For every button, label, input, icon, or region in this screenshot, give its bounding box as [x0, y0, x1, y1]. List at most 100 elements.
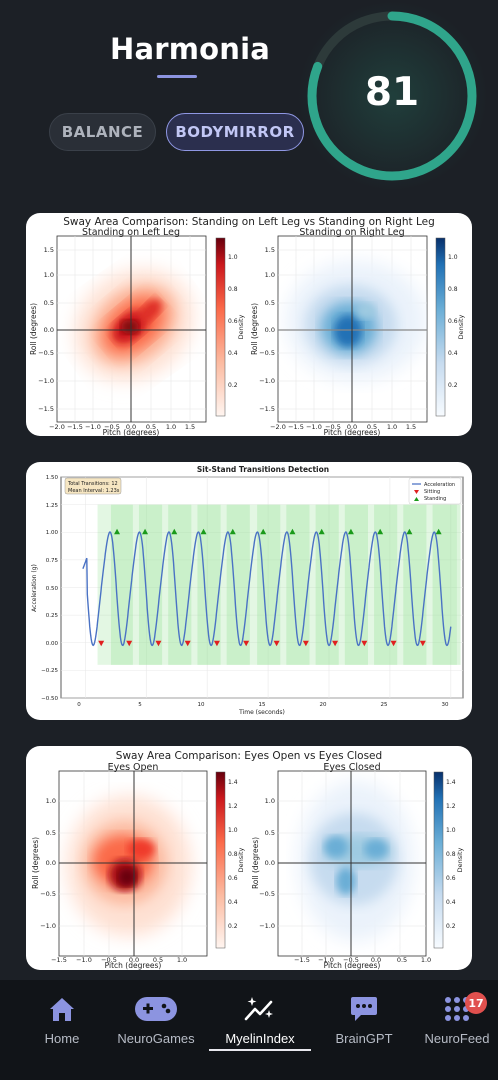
- standing-marker: [200, 528, 207, 535]
- tick-label: 0.0: [129, 956, 139, 964]
- nav-item-braingpt[interactable]: BrainGPT: [322, 980, 406, 1080]
- sitting-marker: [361, 640, 368, 647]
- x-axis-label: Pitch (degrees): [324, 961, 381, 970]
- standing-marker: [142, 528, 149, 535]
- chat-icon: [349, 994, 379, 1024]
- tick-label: 10: [198, 702, 205, 708]
- standing-marker: [377, 528, 384, 535]
- nav-item-home[interactable]: Home: [22, 980, 102, 1080]
- score-glow: [290, 0, 496, 200]
- x-tick-labels-left: −2.0 −1.5 −1.0 −0.5 0.0 0.5 1.0 1.5: [49, 423, 195, 431]
- nav-item-myelinindex[interactable]: MyelinIndex: [212, 980, 308, 1080]
- standing-spans: [97, 504, 461, 665]
- y-axis-label: Roll (degrees): [29, 303, 38, 355]
- x-tick-labels-right: −2.0 −1.5 −1.0 −0.5 0.0 0.5 1.0 1.5: [270, 423, 416, 431]
- tick-label: −1.0: [40, 922, 56, 930]
- x-tick-labels-right: −1.5 −1.0 −0.5 0.0 0.5 1.0: [294, 956, 431, 964]
- sitting-marker: [332, 640, 339, 647]
- tick-label: 1.0: [265, 797, 275, 805]
- standing-marker: [260, 528, 267, 535]
- tick-label: 1.0: [387, 423, 397, 431]
- tick-label: −1.0: [318, 956, 334, 964]
- tick-label: 0.8: [228, 851, 238, 858]
- tick-label: 0.8: [228, 286, 238, 293]
- standing-marker: [406, 528, 413, 535]
- colorbar-label: Density: [457, 314, 465, 339]
- nav-item-neurogames[interactable]: NeuroGames: [110, 980, 202, 1080]
- notification-badge: 17: [465, 992, 487, 1014]
- tick-label: −1.0: [259, 377, 275, 385]
- tick-label: −1.0: [85, 423, 101, 431]
- sitting-marker: [126, 640, 133, 647]
- tick-label: −1.5: [259, 405, 275, 413]
- tick-label: 1.0: [177, 956, 187, 964]
- density-left-leg: [57, 236, 206, 422]
- standing-marker: [347, 528, 354, 535]
- legend-box: [408, 477, 462, 505]
- nav-label: Home: [44, 1031, 80, 1046]
- tab-balance[interactable]: BALANCE: [49, 113, 156, 151]
- y-axis-label: Roll (degrees): [31, 837, 40, 889]
- tick-label: 0.5: [397, 956, 407, 964]
- y-axis-label: Roll (degrees): [251, 837, 260, 889]
- tick-label: 1.00: [46, 530, 59, 536]
- tick-label: −1.0: [76, 956, 92, 964]
- tick-label: 1.0: [228, 827, 238, 834]
- tick-label: −1.0: [306, 423, 322, 431]
- legend-label: Standing: [424, 496, 446, 502]
- tick-label: 1.0: [446, 827, 456, 834]
- summary-annotation: Total Transitions: 12 Mean Interval: 1.2…: [64, 477, 122, 495]
- x-tick-labels-left: −1.5 −1.0 −0.5 0.0 0.5 1.0: [51, 956, 187, 964]
- panel-title: Standing on Right Leg: [299, 227, 404, 238]
- legend-label: Sitting: [424, 489, 440, 495]
- tick-label: 0.75: [46, 558, 59, 564]
- standing-marker: [229, 528, 236, 535]
- sit-stand-chart: Sit-Stand Transitions Detection 1.50 1.2…: [31, 465, 464, 716]
- title-underline: [157, 75, 197, 78]
- chart-card-eyes-sway: Sway Area Comparison: Eyes Open vs Eyes …: [26, 746, 472, 970]
- y-axis-label: Roll (degrees): [250, 303, 259, 355]
- nav-item-neurofeed[interactable]: NeuroFeed: [416, 980, 498, 1080]
- x-axis-label: Pitch (degrees): [324, 428, 381, 436]
- transition-markers: [98, 528, 442, 647]
- tick-label: 0.00: [46, 641, 59, 647]
- tab-bodymirror[interactable]: BODYMIRROR: [166, 113, 304, 151]
- tick-label: −0.5: [325, 423, 341, 431]
- tick-label: 0.0: [265, 859, 275, 867]
- tick-label: 0.6: [446, 875, 456, 882]
- tick-label: 0.0: [44, 326, 54, 334]
- colorbar-ticks: 1.0 0.8 0.6 0.4 0.2: [228, 254, 238, 389]
- tick-label: 0.2: [228, 382, 238, 389]
- tick-label: −2.0: [270, 423, 286, 431]
- density-eyes-open: [59, 771, 207, 956]
- colorbar-ticks: 1.0 0.8 0.6 0.4 0.2: [448, 254, 458, 389]
- tick-label: −1.0: [38, 377, 54, 385]
- chart-card-sit-stand: Sit-Stand Transitions Detection 1.50 1.2…: [26, 462, 472, 720]
- tick-label: 0.2: [228, 923, 238, 930]
- tick-label: 1.5: [406, 423, 416, 431]
- tick-label: 0.2: [446, 923, 456, 930]
- tick-label: 1.0: [46, 797, 56, 805]
- colorbar-reds: [215, 771, 226, 949]
- score-value: 81: [364, 70, 420, 115]
- y-tick-labels-left: 1.5 1.0 0.5 0.0 −0.5 −1.0 −1.5: [38, 246, 54, 413]
- sitting-marker: [390, 640, 397, 647]
- tick-label: 0.6: [228, 875, 238, 882]
- standing-marker: [114, 528, 121, 535]
- y-tick-labels-right: 1.5 1.0 0.5 0.0 −0.5 −1.0 −1.5: [259, 246, 275, 413]
- y-tick-labels-right: 1.0 0.5 0.0 −0.5 −1.0: [259, 797, 275, 930]
- score-ring: [307, 11, 477, 181]
- tick-label: 1.0: [448, 254, 458, 261]
- y-tick-labels: 1.50 1.25 1.00 0.75 0.50 0.25 0.00 −0.25…: [41, 475, 58, 702]
- tick-label: 0.5: [265, 829, 275, 837]
- legend-sitting-marker: [414, 490, 419, 494]
- x-tick-labels: 0 5 10 15 20 25 30: [77, 702, 449, 708]
- tick-label: 0.0: [46, 859, 56, 867]
- tick-label: 0.5: [146, 423, 156, 431]
- tick-label: 0.4: [228, 899, 238, 906]
- x-axis-label: Pitch (degrees): [105, 961, 162, 970]
- tick-label: 0.5: [153, 956, 163, 964]
- nav-label: NeuroFeed: [424, 1031, 490, 1046]
- nav-label: BrainGPT: [335, 1031, 393, 1046]
- acceleration-line: [82, 531, 452, 647]
